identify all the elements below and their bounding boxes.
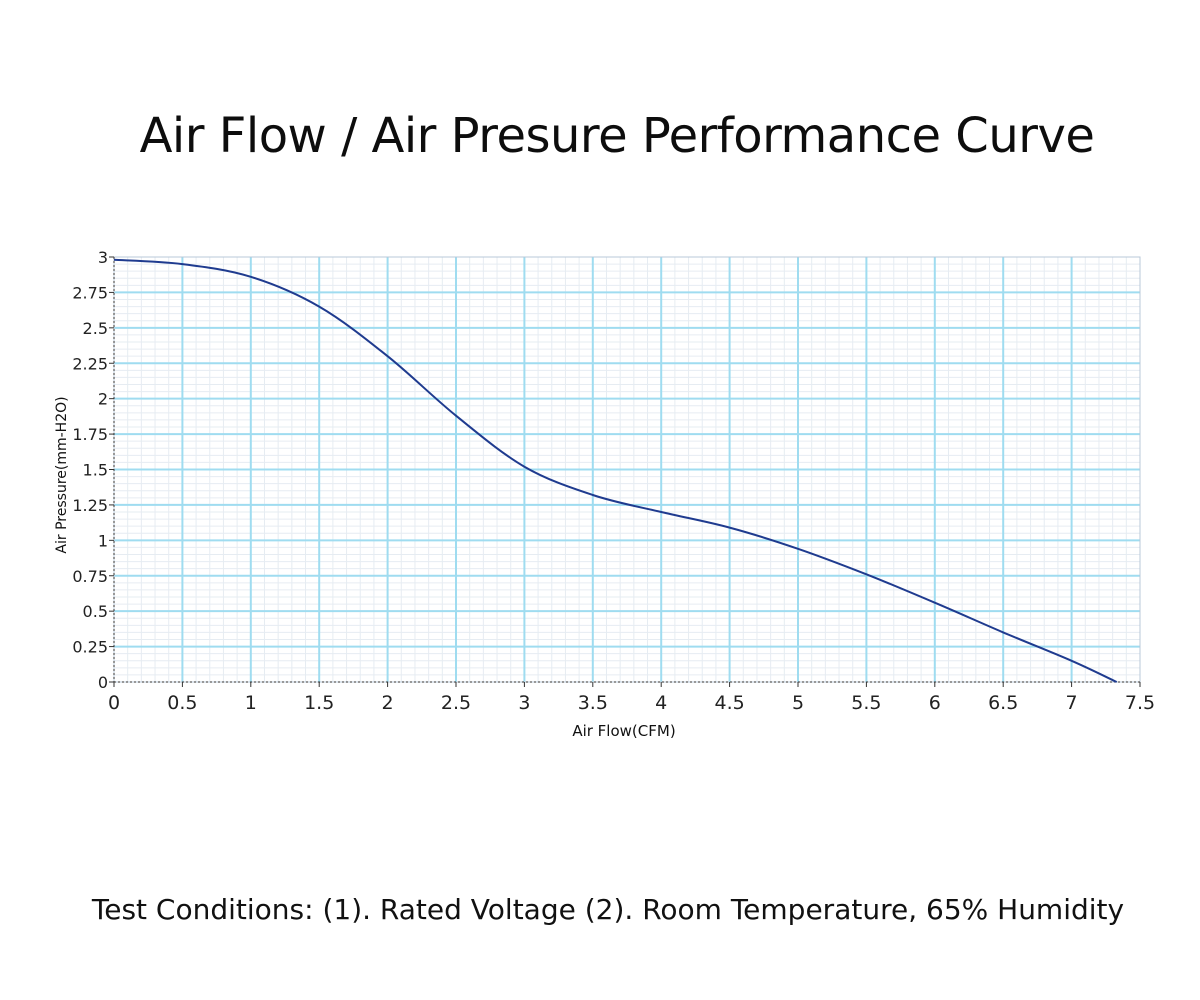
y-axis-ticks: 0 0.25 0.5 0.75 1 1.25 1.5 1.75 2 2.25 2.5 2.75 3 [72,248,114,692]
x-tick-label: 4 [655,692,667,714]
y-tick-label: 1.75 [72,425,108,444]
x-axis-title: Air Flow(CFM) [572,722,675,740]
y-tick-label: 0.25 [72,638,108,657]
y-tick-label: 1 [98,531,108,550]
y-tick-label: 2.25 [72,354,108,373]
x-tick-label: 1.5 [304,692,334,714]
x-tick-label: 0.5 [167,692,197,714]
x-tick-label: 6.5 [988,692,1018,714]
y-tick-label: 3 [98,248,108,267]
x-tick-label: 2 [382,692,394,714]
x-axis-ticks: 0 0.5 1 1.5 2 2.5 3 3.5 4 4.5 5 5.5 6 6.5 7 7.5 [108,682,1155,714]
x-tick-label: 5.5 [851,692,881,714]
x-tick-label: 1 [245,692,257,714]
x-tick-label: 3 [518,692,530,714]
x-tick-label: 5 [792,692,804,714]
y-tick-label: 1.5 [83,461,108,480]
y-axis-title: Air Pressure(mm-H2O) [54,396,70,553]
test-conditions-note: Test Conditions: (1). Rated Voltage (2).… [91,893,1125,926]
x-tick-label: 3.5 [578,692,608,714]
x-tick-label: 4.5 [714,692,744,714]
y-tick-label: 2.5 [83,319,108,338]
performance-curve-line [113,258,1118,683]
y-tick-label: 2.75 [72,283,108,302]
chart-title: Air Flow / Air Presure Performance Curve [139,108,1095,164]
x-tick-label: 2.5 [441,692,471,714]
x-tick-label: 7 [1066,692,1078,714]
x-tick-label: 0 [108,692,120,714]
y-tick-label: 0.75 [72,567,108,586]
y-tick-label: 0.5 [83,602,108,621]
y-tick-label: 2 [98,390,108,409]
x-tick-label: 7.5 [1125,692,1155,714]
y-tick-label: 0 [98,673,108,692]
y-tick-label: 1.25 [72,496,108,515]
x-tick-label: 6 [929,692,941,714]
